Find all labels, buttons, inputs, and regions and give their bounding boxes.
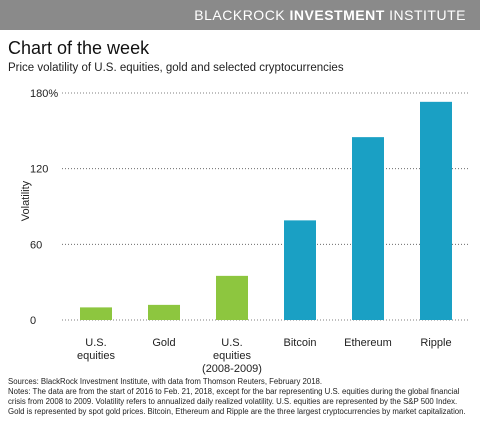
bar [352,137,384,320]
x-tick-label: U.S. equities (2008-2009) [202,337,262,375]
x-tick-label: Bitcoin [283,337,316,349]
brand-logo: BLACKROCK INVESTMENT INSTITUTE [194,7,466,23]
bars [80,101,452,320]
x-tick-label-line: Ripple [420,337,451,349]
brand-bold: INVESTMENT [289,7,385,23]
x-tick-label-line: U.S. [221,337,242,349]
x-tick-label-line: equities [213,350,251,362]
x-tick-label-line: U.S. [85,337,106,349]
bar [284,220,316,320]
y-tick-label: 180% [30,88,58,100]
x-tick-label-line: Bitcoin [283,337,316,349]
y-tick-label: 60 [30,239,42,251]
y-tick-labels: 0 60 120 180% [30,88,58,327]
x-tick-label: U.S. equities [77,337,115,362]
y-axis-label: Volatility [20,180,32,222]
footer-notes: Sources: BlackRock Investment Institute,… [8,377,476,417]
page-title: Chart of the week [8,38,150,58]
footer-sources: Sources: BlackRock Investment Institute,… [8,377,323,386]
y-tick-label: 0 [30,315,36,327]
bar [216,275,248,320]
x-tick-label: Ethereum [344,337,392,349]
footer-notes-line: Notes: The data are from the start of 20… [8,387,460,396]
brand-end: INSTITUTE [389,7,466,23]
x-tick-label-line: Ethereum [344,337,392,349]
bar [80,307,112,320]
footer-notes-line: crisis from 2008 to 2009. Volatility ref… [8,397,458,406]
x-tick-label-line: Gold [152,337,175,349]
x-tick-label-line: equities [77,350,115,362]
x-tick-label-line: (2008-2009) [202,363,262,375]
y-tick-label: 120 [30,164,48,176]
brand-light: BLACKROCK [194,7,286,23]
header-bar: BLACKROCK INVESTMENT INSTITUTE [0,0,480,30]
bar [420,101,452,320]
bar [148,304,180,320]
grid-lines [62,92,470,321]
x-tick-label: Gold [152,337,175,349]
footer-notes-line: Gold is represented by spot gold prices.… [8,407,466,416]
chart-subtitle: Price volatility of U.S. equities, gold … [8,62,344,74]
x-tick-label: Ripple [420,337,451,349]
